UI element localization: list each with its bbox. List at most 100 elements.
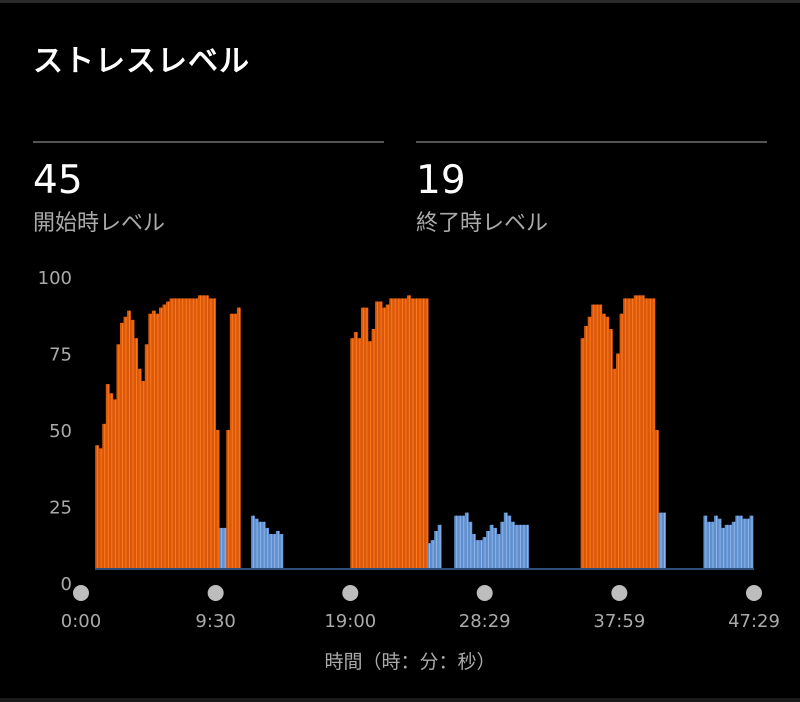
stress-bar	[105, 384, 110, 569]
stress-bar	[155, 313, 160, 569]
stress-bar	[437, 524, 442, 569]
x-tick-dot	[342, 585, 359, 601]
stress-bar-highlight	[217, 430, 219, 569]
stress-bar-highlight	[143, 381, 145, 569]
stress-bar-highlight	[377, 301, 379, 569]
stress-bar-highlight	[726, 524, 728, 569]
x-tick-label: 37:59	[593, 611, 645, 632]
stress-bar	[385, 304, 390, 569]
stress-bar	[98, 448, 103, 569]
stress-bar-highlight	[387, 304, 389, 569]
stress-bar-highlight	[235, 313, 237, 569]
stress-bar-highlight	[477, 540, 479, 569]
stress-bar	[655, 430, 659, 569]
stress-bar-highlight	[111, 393, 113, 569]
stress-bar	[236, 307, 241, 569]
stress-bar	[406, 295, 411, 569]
stress-bar	[721, 527, 726, 569]
stress-bar-highlight	[716, 515, 718, 569]
stress-bar-highlight	[206, 295, 208, 569]
stress-bar-highlight	[352, 338, 354, 569]
divider	[33, 141, 384, 143]
stress-bar	[173, 298, 177, 569]
stress-bar	[457, 515, 462, 569]
stress-bar	[141, 381, 146, 569]
stress-bar	[717, 518, 722, 569]
stress-bar-highlight	[639, 295, 641, 569]
stress-bar-highlight	[277, 530, 279, 569]
stress-bar	[102, 423, 107, 569]
stress-bar	[119, 322, 124, 569]
stress-bar	[728, 524, 733, 569]
stress-bar-highlight	[267, 527, 269, 569]
stress-bar-highlight	[660, 512, 662, 569]
stress-bar	[410, 298, 415, 569]
stress-bar	[608, 329, 613, 569]
stress-bar	[742, 518, 747, 569]
x-tick-label: 9:30	[195, 611, 235, 632]
stress-bar-highlight	[274, 534, 276, 569]
stress-bar-highlight	[426, 298, 428, 569]
stress-bar-highlight	[495, 527, 497, 569]
stress-bar-highlight	[199, 295, 201, 569]
stress-bar-highlight	[656, 430, 658, 569]
stress-bar	[594, 304, 599, 569]
stress-bar	[137, 368, 142, 569]
x-tick-label: 28:29	[459, 611, 511, 632]
stress-bar	[389, 298, 394, 569]
stress-bar	[166, 301, 170, 569]
stress-bar-highlight	[708, 521, 710, 569]
stress-bar-highlight	[527, 524, 529, 569]
stress-bar-highlight	[614, 368, 616, 569]
stress-bar	[647, 298, 652, 569]
stress-bar	[731, 521, 736, 569]
stress-bar-highlight	[737, 515, 739, 569]
stress-bar	[475, 540, 480, 569]
stress-bar-highlight	[153, 310, 155, 569]
x-tick-dot	[476, 585, 493, 601]
stress-bar-highlight	[502, 521, 504, 569]
end-level-label: 終了時レベル	[416, 211, 549, 236]
stress-bar	[434, 530, 438, 569]
stress-bar-highlight	[523, 524, 525, 569]
stress-bar-highlight	[373, 329, 375, 569]
stress-bar	[183, 298, 188, 569]
stress-bar-highlight	[603, 313, 605, 569]
stress-bar-highlight	[512, 521, 514, 569]
x-tick-dot	[746, 585, 762, 601]
stress-bar-highlight	[359, 338, 361, 569]
stress-bar	[461, 515, 466, 569]
stress-bar	[630, 298, 635, 569]
stress-bar-highlight	[463, 515, 465, 569]
end-level-value: 19	[416, 158, 466, 203]
stress-bar	[229, 313, 234, 569]
page-title: ストレスレベル	[33, 44, 250, 79]
stress-bar	[261, 521, 266, 569]
stress-bar	[640, 295, 645, 569]
stress-bar-highlight	[653, 298, 655, 569]
y-tick-label: 75	[49, 345, 72, 366]
stress-bar	[222, 527, 227, 569]
stress-bar-highlight	[423, 298, 425, 569]
stress-bar-highlight	[125, 316, 127, 569]
stress-bar-highlight	[256, 518, 258, 569]
stress-bar	[486, 530, 490, 569]
stress-bar-highlight	[610, 329, 612, 569]
stress-bar	[176, 298, 181, 569]
stress-bar	[109, 393, 114, 569]
stress-bar	[279, 534, 284, 569]
x-tick-label: 47:29	[728, 611, 780, 632]
stress-bar-highlight	[740, 515, 742, 569]
bars	[95, 295, 754, 569]
stress-bar-highlight	[203, 295, 205, 569]
stress-bar-highlight	[97, 445, 99, 569]
stress-bar-highlight	[150, 313, 152, 569]
stress-bar-highlight	[221, 527, 223, 569]
stress-bar	[127, 310, 131, 569]
stress-bar	[601, 313, 606, 569]
stress-bar-highlight	[182, 298, 184, 569]
stress-bar-highlight	[632, 298, 634, 569]
x-tick-dot	[611, 585, 628, 601]
stress-bar	[525, 524, 529, 569]
